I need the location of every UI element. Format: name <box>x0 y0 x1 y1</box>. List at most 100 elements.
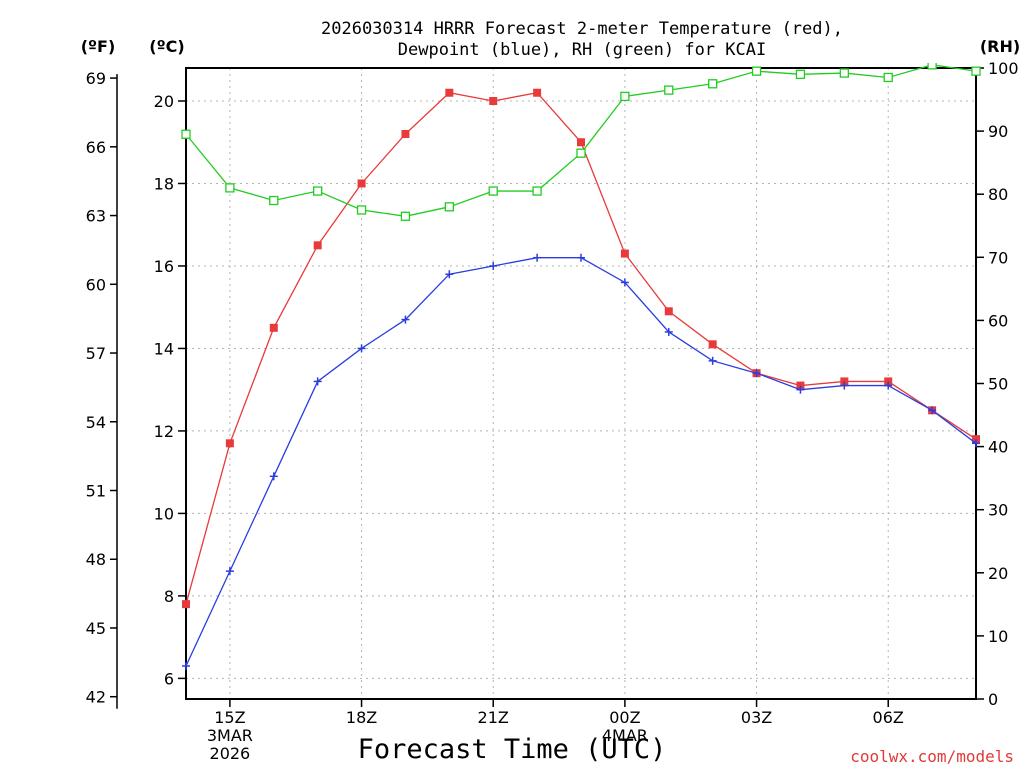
rh-tick-label-10: 100 <box>988 59 1019 78</box>
series-point-rh-6 <box>444 202 454 212</box>
series-point-rh-7 <box>488 186 498 196</box>
rh-tick-label-4: 40 <box>988 438 1008 457</box>
series-point-dewpoint-3 <box>313 377 322 386</box>
data-series <box>181 63 981 671</box>
series-point-dewpoint-13 <box>752 369 761 378</box>
series-dewpoint <box>182 253 980 671</box>
c-tick-label-3: 12 <box>154 422 174 441</box>
rh-tick-label-5: 50 <box>988 375 1008 394</box>
series-point-temperature-11 <box>664 307 673 316</box>
series-point-dewpoint-10 <box>620 278 629 287</box>
rh-tick-label-2: 20 <box>988 564 1008 583</box>
f-tick-label-3: 51 <box>86 481 106 500</box>
x-tick-sublabel-0-1: 2026 <box>210 744 251 763</box>
f-tick-label-1: 45 <box>86 619 106 638</box>
series-point-temperature-1 <box>225 439 234 448</box>
c-tick-label-0: 6 <box>164 669 174 688</box>
rh-tick-label-7: 70 <box>988 248 1008 267</box>
series-point-dewpoint-4 <box>357 344 366 353</box>
series-point-dewpoint-17 <box>928 406 937 415</box>
series-point-rh-5 <box>400 211 411 221</box>
chart-title: 2026030314 HRRR Forecast 2-meter Tempera… <box>321 19 843 60</box>
rh-tick-label-0: 0 <box>988 690 998 709</box>
chart-title-line-1: 2026030314 HRRR Forecast 2-meter Tempera… <box>321 19 843 39</box>
series-point-dewpoint-16 <box>884 381 893 390</box>
f-tick-label-8: 66 <box>86 138 106 157</box>
x-tick-label-2: 21Z <box>478 708 509 727</box>
series-point-rh-4 <box>356 205 367 215</box>
series-point-rh-2 <box>269 195 279 206</box>
c-tick-label-6: 18 <box>154 174 174 193</box>
series-line-dewpoint <box>185 257 977 667</box>
plot-frame <box>185 67 977 700</box>
series-point-dewpoint-14 <box>796 385 805 394</box>
series-point-temperature-16 <box>884 377 893 386</box>
series-point-dewpoint-12 <box>708 356 717 365</box>
c-tick-label-7: 20 <box>154 92 174 111</box>
series-point-rh-3 <box>313 186 323 196</box>
series-point-rh-8 <box>532 186 542 196</box>
fahrenheit-unit-label: (ºF) <box>81 37 116 56</box>
series-point-temperature-3 <box>313 241 322 250</box>
series-point-dewpoint-15 <box>840 381 849 390</box>
series-point-temperature-5 <box>401 129 410 138</box>
f-tick-label-0: 42 <box>86 688 106 707</box>
series-point-rh-12 <box>708 79 718 89</box>
series-point-dewpoint-0 <box>182 662 190 671</box>
series-line-temperature <box>185 92 977 605</box>
series-point-temperature-4 <box>357 179 366 188</box>
rh-tick-label-8: 80 <box>988 185 1008 204</box>
f-tick-label-2: 48 <box>86 550 106 569</box>
series-point-dewpoint-18 <box>972 439 980 448</box>
x-tick-label-4: 03Z <box>741 708 772 727</box>
series-point-rh-18 <box>971 66 981 76</box>
series-rh <box>181 63 981 221</box>
series-point-dewpoint-1 <box>225 567 234 576</box>
f-tick-label-7: 63 <box>86 207 106 226</box>
series-point-temperature-14 <box>796 381 805 390</box>
f-tick-label-5: 57 <box>86 344 106 363</box>
f-tick-label-4: 54 <box>86 413 106 432</box>
series-point-rh-9 <box>576 148 586 158</box>
c-tick-label-4: 14 <box>154 339 174 358</box>
series-point-dewpoint-5 <box>401 315 410 324</box>
c-tick-label-2: 10 <box>154 504 174 523</box>
series-point-dewpoint-8 <box>533 253 542 262</box>
series-point-temperature-10 <box>620 249 629 258</box>
series-point-dewpoint-7 <box>489 261 498 270</box>
series-point-rh-10 <box>620 91 630 102</box>
series-point-rh-15 <box>839 68 849 78</box>
x-tick-sublabel-3-0: 4MAR <box>602 726 648 745</box>
series-point-rh-16 <box>883 72 893 83</box>
celsius-unit-label: (ºC) <box>149 37 184 56</box>
c-tick-label-1: 8 <box>164 587 174 606</box>
series-point-temperature-0 <box>182 600 190 609</box>
series-point-dewpoint-6 <box>445 270 454 279</box>
f-tick-label-6: 60 <box>86 275 106 294</box>
x-tick-label-1: 18Z <box>346 708 377 727</box>
rh-tick-label-3: 30 <box>988 501 1008 520</box>
series-point-temperature-6 <box>445 88 454 97</box>
series-point-rh-13 <box>751 66 762 76</box>
rh-unit-label: (RH) <box>980 37 1020 56</box>
rh-tick-label-9: 90 <box>988 122 1008 141</box>
series-point-temperature-9 <box>577 138 585 147</box>
rh-tick-label-6: 60 <box>988 311 1008 330</box>
x-tick-label-5: 06Z <box>873 708 904 727</box>
chart-title-line-2: Dewpoint (blue), RH (green) for KCAI <box>398 40 766 60</box>
rh-tick-label-1: 10 <box>988 627 1008 646</box>
series-point-dewpoint-2 <box>269 472 278 481</box>
series-point-dewpoint-9 <box>577 253 585 262</box>
series-point-temperature-8 <box>533 88 542 97</box>
series-point-rh-17 <box>927 63 937 70</box>
x-tick-label-3: 00Z <box>609 708 640 727</box>
source-credit: coolwx.com/models <box>850 747 1014 766</box>
series-point-rh-14 <box>795 69 806 79</box>
series-point-temperature-18 <box>972 435 980 444</box>
series-point-temperature-15 <box>840 377 849 386</box>
series-point-temperature-2 <box>269 323 278 332</box>
series-point-rh-0 <box>181 129 191 139</box>
x-axis-label: Forecast Time (UTC) <box>358 734 667 765</box>
